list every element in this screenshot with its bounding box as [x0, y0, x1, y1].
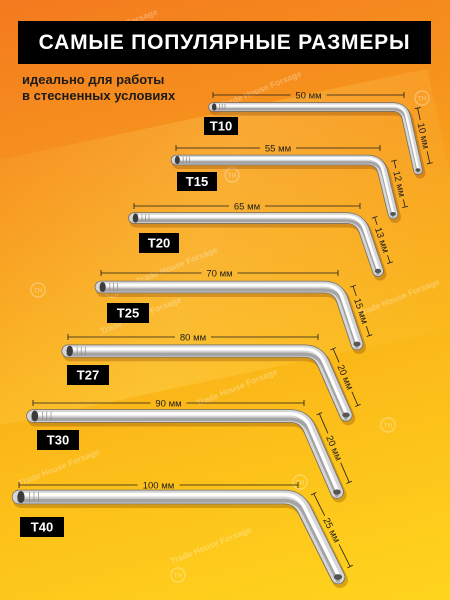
- title-banner: САМЫЕ ПОПУЛЯРНЫЕ РАЗМЕРЫ: [18, 21, 431, 64]
- length-dimension: 90 мм: [32, 398, 305, 409]
- svg-text:TH: TH: [174, 572, 183, 579]
- watermark-text: Trade House Forsage: [169, 524, 253, 566]
- length-dimension-text: 100 мм: [143, 480, 175, 491]
- watermark-logo-icon: TH: [380, 417, 396, 433]
- watermark: Trade House Forsage: [357, 276, 441, 318]
- key-body: [170, 154, 401, 223]
- length-dimension-text: 50 мм: [295, 90, 321, 101]
- svg-text:TH: TH: [384, 422, 393, 429]
- length-dimension: 65 мм: [133, 201, 361, 212]
- leg-tip-icon: [415, 168, 421, 172]
- length-dimension: 55 мм: [175, 143, 381, 154]
- key-body: [128, 212, 387, 281]
- svg-text:TH: TH: [296, 479, 305, 486]
- length-dimension-text: 65 мм: [234, 201, 260, 212]
- size-label: T10: [204, 117, 238, 135]
- torx-tip-icon: [132, 213, 150, 223]
- watermark-logo-icon: TH: [170, 567, 186, 583]
- watermark-text: Trade House Forsage: [195, 366, 279, 408]
- size-label: T30: [37, 430, 79, 450]
- length-dimension-text: 55 мм: [265, 143, 291, 154]
- watermark: Trade House Forsage: [169, 524, 253, 566]
- torx-tip-icon: [31, 410, 52, 422]
- svg-text:TH: TH: [34, 287, 43, 294]
- size-label-text: T25: [117, 306, 139, 321]
- length-dimension: 50 мм: [212, 90, 405, 101]
- leg-tip-icon: [353, 341, 361, 347]
- key-body: [61, 344, 356, 426]
- watermark-logo-icon: TH: [414, 90, 430, 106]
- watermark: Trade House Forsage: [17, 446, 101, 488]
- subtitle-line: идеально для работы: [22, 72, 165, 87]
- length-dimension: 70 мм: [100, 268, 339, 279]
- torx-tip-icon: [174, 155, 190, 165]
- svg-text:TH: TH: [228, 172, 237, 179]
- leg-tip-icon: [333, 489, 341, 495]
- key-body: [94, 280, 366, 354]
- leg-tip-icon: [374, 268, 382, 274]
- size-label: T40: [20, 517, 64, 537]
- size-label: T15: [177, 172, 217, 191]
- watermark-logo-icon: TH: [30, 282, 46, 298]
- size-label-text: T27: [77, 368, 99, 383]
- size-label: T25: [107, 303, 149, 323]
- watermark: Trade House Forsage: [195, 366, 279, 408]
- leg-tip-icon: [390, 212, 396, 216]
- leg-tip-icon: [333, 574, 343, 580]
- key-body: [11, 489, 348, 588]
- size-label: T27: [67, 365, 109, 385]
- torx-tip-icon: [66, 345, 86, 357]
- torx-tip-icon: [17, 491, 39, 503]
- size-label-text: T20: [148, 236, 170, 251]
- length-dimension-text: 90 мм: [155, 398, 181, 409]
- key-body: [26, 409, 347, 503]
- size-label-text: T10: [210, 119, 232, 134]
- size-label-text: T30: [47, 433, 69, 448]
- watermark-text: Trade House Forsage: [357, 276, 441, 318]
- svg-text:TH: TH: [418, 95, 427, 102]
- subtitle: идеально для работы в стесненных условия…: [22, 72, 175, 104]
- size-label-text: T15: [186, 174, 208, 189]
- watermark-text: Trade House Forsage: [17, 446, 101, 488]
- watermark-logo-icon: TH: [292, 474, 308, 490]
- page-title: САМЫЕ ПОПУЛЯРНЫЕ РАЗМЕРЫ: [38, 30, 411, 54]
- subtitle-line: в стесненных условиях: [22, 88, 176, 103]
- length-dimension: 80 мм: [67, 332, 319, 343]
- leg-tip-icon: [342, 412, 350, 418]
- length-dimension-text: 70 мм: [206, 268, 232, 279]
- torx-tip-icon: [99, 281, 118, 293]
- watermark-logo-icon: TH: [224, 167, 240, 183]
- length-dimension-text: 80 мм: [180, 332, 206, 343]
- length-dimension: 100 мм: [18, 480, 299, 491]
- key-body: [208, 102, 426, 179]
- size-label-text: T40: [31, 520, 53, 535]
- size-label: T20: [139, 233, 179, 253]
- torx-tip-icon: [211, 103, 226, 111]
